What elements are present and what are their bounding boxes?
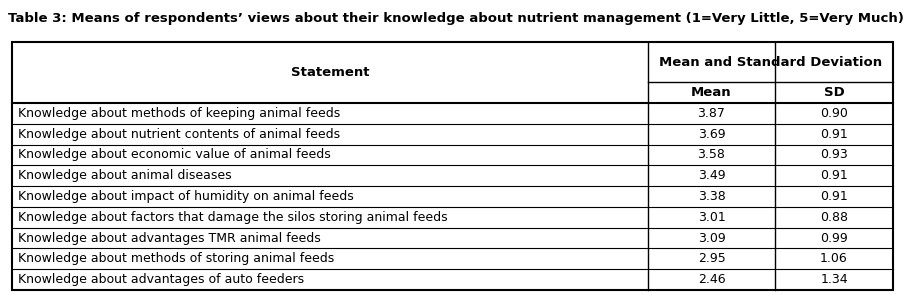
Text: Knowledge about advantages TMR animal feeds: Knowledge about advantages TMR animal fe… <box>18 232 320 245</box>
Text: SD: SD <box>824 86 844 99</box>
Text: Knowledge about factors that damage the silos storing animal feeds: Knowledge about factors that damage the … <box>18 211 448 224</box>
Text: 0.91: 0.91 <box>820 128 848 141</box>
Text: 0.91: 0.91 <box>820 190 848 203</box>
Text: 3.69: 3.69 <box>698 128 725 141</box>
Text: Table 3: Means of respondents’ views about their knowledge about nutrient manage: Table 3: Means of respondents’ views abo… <box>8 12 905 25</box>
Bar <box>12 42 893 290</box>
Text: Knowledge about advantages of auto feeders: Knowledge about advantages of auto feede… <box>18 273 304 286</box>
Text: 3.87: 3.87 <box>698 107 726 120</box>
Text: Knowledge about methods of storing animal feeds: Knowledge about methods of storing anima… <box>18 252 334 265</box>
Text: Knowledge about impact of humidity on animal feeds: Knowledge about impact of humidity on an… <box>18 190 354 203</box>
Text: 1.06: 1.06 <box>820 252 848 265</box>
Text: 3.09: 3.09 <box>698 232 726 245</box>
Text: Mean: Mean <box>691 86 732 99</box>
Text: 0.88: 0.88 <box>820 211 848 224</box>
Text: Knowledge about animal diseases: Knowledge about animal diseases <box>18 169 232 182</box>
Text: 0.93: 0.93 <box>820 148 848 161</box>
Text: 3.38: 3.38 <box>698 190 726 203</box>
Text: 2.46: 2.46 <box>698 273 725 286</box>
Text: 3.49: 3.49 <box>698 169 725 182</box>
Text: Knowledge about methods of keeping animal feeds: Knowledge about methods of keeping anima… <box>18 107 340 120</box>
Text: 1.34: 1.34 <box>820 273 848 286</box>
Text: 3.58: 3.58 <box>698 148 726 161</box>
Text: 0.90: 0.90 <box>820 107 848 120</box>
Text: 0.91: 0.91 <box>820 169 848 182</box>
Text: 3.01: 3.01 <box>698 211 726 224</box>
Text: 2.95: 2.95 <box>698 252 726 265</box>
Text: Mean and Standard Deviation: Mean and Standard Deviation <box>659 55 882 68</box>
Text: 0.99: 0.99 <box>820 232 848 245</box>
Text: Knowledge about economic value of animal feeds: Knowledge about economic value of animal… <box>18 148 330 161</box>
Text: Statement: Statement <box>291 66 369 79</box>
Text: Knowledge about nutrient contents of animal feeds: Knowledge about nutrient contents of ani… <box>18 128 340 141</box>
